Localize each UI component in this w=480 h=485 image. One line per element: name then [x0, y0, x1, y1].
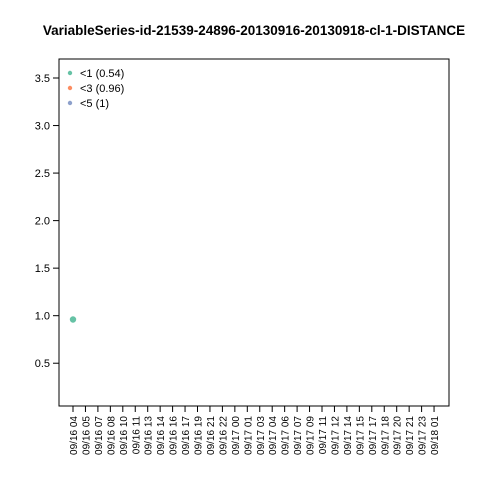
x-tick-label: 09/17 23 [418, 416, 429, 455]
chart-title: VariableSeries-id-21539-24896-20130916-2… [43, 23, 465, 38]
y-tick-label: 3.5 [35, 73, 50, 85]
x-tick-label: 09/16 10 [119, 416, 130, 455]
y-tick-label: 3.0 [35, 121, 50, 133]
x-tick-label: 09/16 16 [169, 416, 180, 455]
x-tick-label: 09/16 17 [181, 416, 192, 455]
x-tick-label: 09/16 22 [218, 416, 229, 455]
x-tick-label: 09/17 04 [268, 416, 279, 455]
y-tick-label: 1.5 [35, 263, 50, 275]
x-tick-label: 09/17 12 [330, 416, 341, 455]
x-tick-label: 09/17 01 [243, 416, 254, 455]
legend-marker [67, 85, 73, 91]
plot-area-frame [58, 58, 450, 407]
legend-label: <5 (1) [80, 98, 109, 110]
data-points [69, 316, 77, 323]
y-tick-label: 2.5 [35, 168, 50, 180]
legend-label: <1 (0.54) [80, 68, 124, 80]
x-tick-label: 09/17 03 [256, 416, 267, 455]
x-tick-label: 09/17 17 [368, 416, 379, 455]
x-axis: 09/16 04 09/16 05 09/16 07 09/16 08 09/16 10… [69, 406, 441, 455]
x-tick-label: 09/17 18 [380, 416, 391, 455]
x-tick-label: 09/16 14 [156, 416, 167, 455]
x-tick-label: 09/16 04 [69, 416, 80, 455]
x-tick-label: 09/18 01 [430, 416, 441, 455]
x-tick-label: 09/17 14 [343, 416, 354, 455]
x-tick-label: 09/17 06 [281, 416, 292, 455]
x-tick-label: 09/16 07 [94, 416, 105, 455]
x-tick-label: 09/16 11 [131, 416, 142, 455]
x-tick-label: 09/17 20 [393, 416, 404, 455]
x-tick-label: 09/17 00 [231, 416, 242, 455]
legend-marker [67, 100, 73, 106]
x-tick-label: 09/16 08 [106, 416, 117, 455]
y-tick-label: 0.5 [35, 358, 50, 370]
x-tick-label: 09/17 09 [306, 416, 317, 455]
y-tick-label: 2.0 [35, 216, 50, 228]
x-tick-label: 09/16 19 [194, 416, 205, 455]
legend-label: <3 (0.96) [80, 83, 124, 95]
x-tick-label: 09/17 07 [293, 416, 304, 455]
y-axis: 0.5 1.0 1.5 2.0 2.5 3.0 3.5 [35, 73, 59, 370]
x-tick-label: 09/16 21 [206, 416, 217, 455]
y-tick-label: 1.0 [35, 311, 50, 323]
x-tick-label: 09/17 21 [405, 416, 416, 455]
x-tick-label: 09/16 05 [81, 416, 92, 455]
x-tick-label: 09/17 15 [355, 416, 366, 455]
legend-marker [67, 70, 73, 76]
legend: <1 (0.54) <3 (0.96) <5 (1) [67, 68, 124, 110]
data-point [69, 316, 77, 323]
x-tick-label: 09/17 11 [318, 416, 329, 455]
x-tick-label: 09/16 13 [144, 416, 155, 455]
